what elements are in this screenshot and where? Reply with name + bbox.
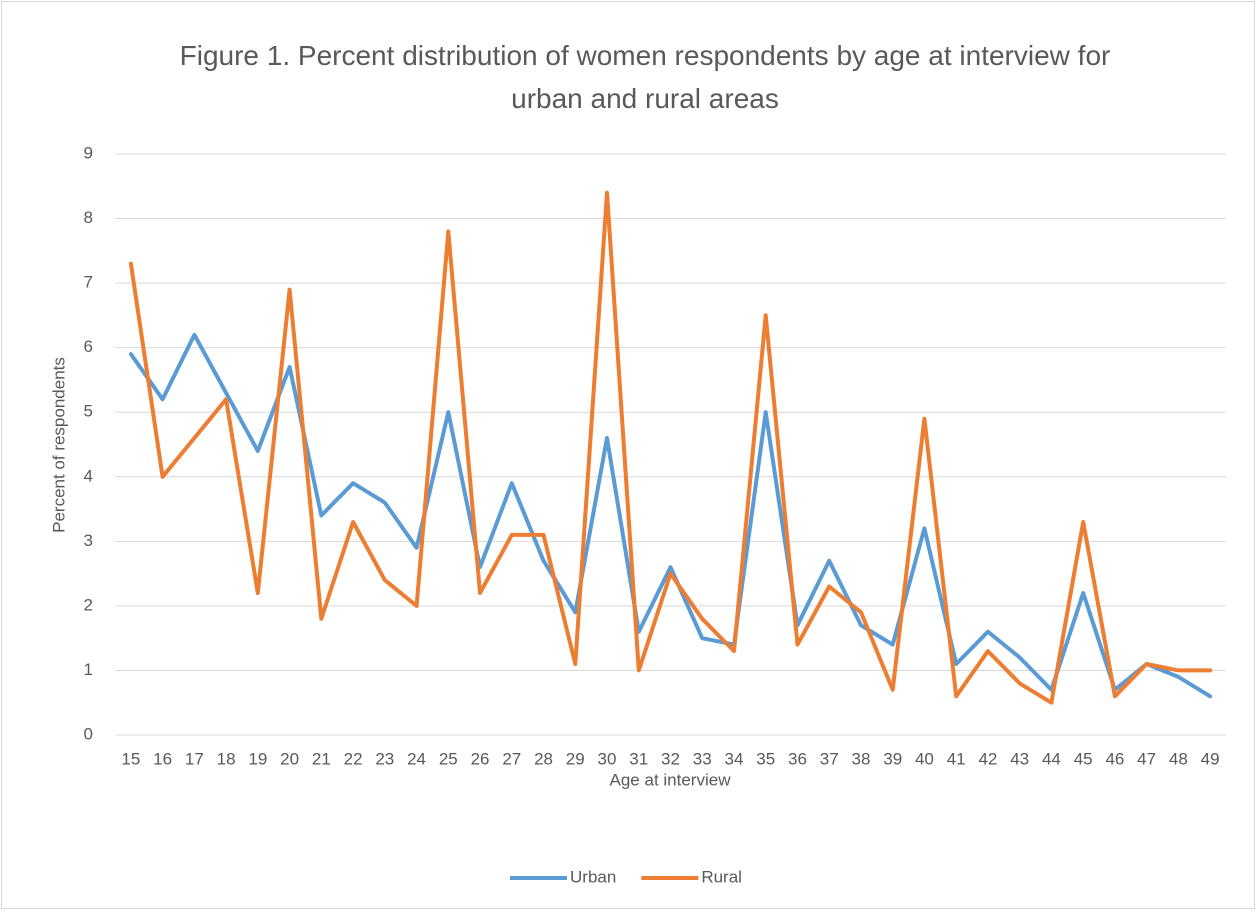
y-tick-label: 2 xyxy=(84,595,93,614)
data-line xyxy=(128,190,1213,705)
y-tick-label: 4 xyxy=(84,466,93,485)
x-tick-label: 38 xyxy=(851,749,870,768)
y-tick-label: 1 xyxy=(84,660,93,679)
x-tick-label: 26 xyxy=(471,749,490,768)
chart-title: Figure 1. Percent distribution of women … xyxy=(179,40,1111,114)
x-tick-label: 44 xyxy=(1042,749,1061,768)
legend-label: Rural xyxy=(701,867,742,886)
legend-label: Urban xyxy=(570,867,616,886)
x-tick-label: 23 xyxy=(375,749,394,768)
x-tick-label: 32 xyxy=(661,749,680,768)
x-tick-label: 17 xyxy=(185,749,204,768)
y-tick-label: 5 xyxy=(84,402,93,421)
x-tick-label: 31 xyxy=(629,749,648,768)
x-tick-label: 37 xyxy=(820,749,839,768)
x-tick-label: 33 xyxy=(693,749,712,768)
x-tick-label: 49 xyxy=(1201,749,1220,768)
x-tick-label: 41 xyxy=(947,749,966,768)
x-tick-label: 45 xyxy=(1074,749,1093,768)
x-tick-label: 27 xyxy=(502,749,521,768)
x-tick-label: 21 xyxy=(312,749,331,768)
x-tick-label: 24 xyxy=(407,749,426,768)
x-tick-label: 46 xyxy=(1105,749,1124,768)
x-tick-label: 35 xyxy=(756,749,775,768)
y-tick-label: 8 xyxy=(84,208,93,227)
x-tick-label: 34 xyxy=(725,749,744,768)
x-tick-label: 40 xyxy=(915,749,934,768)
x-tick-label: 22 xyxy=(344,749,363,768)
x-tick-label: 42 xyxy=(978,749,997,768)
y-axis-label: Percent of respondents xyxy=(49,357,68,533)
y-tick-label: 7 xyxy=(84,273,93,292)
x-tick-label: 39 xyxy=(883,749,902,768)
x-tick-label: 16 xyxy=(153,749,172,768)
y-tick-label: 9 xyxy=(84,143,93,162)
x-tick-label: 25 xyxy=(439,749,458,768)
y-tick-label: 3 xyxy=(84,531,93,550)
x-tick-label: 18 xyxy=(217,749,236,768)
data-line xyxy=(128,332,1213,699)
x-tick-label: 29 xyxy=(566,749,585,768)
x-tick-label: 30 xyxy=(598,749,617,768)
x-tick-label: 19 xyxy=(248,749,267,768)
x-tick-label: 20 xyxy=(280,749,299,768)
x-tick-label: 48 xyxy=(1169,749,1188,768)
x-tick-label: 47 xyxy=(1137,749,1156,768)
y-tick-label: 0 xyxy=(84,724,93,743)
x-tick-label: 43 xyxy=(1010,749,1029,768)
y-tick-label: 6 xyxy=(84,337,93,356)
x-tick-label: 15 xyxy=(121,749,140,768)
x-tick-label: 28 xyxy=(534,749,553,768)
x-tick-label: 36 xyxy=(788,749,807,768)
x-axis-label: Age at interview xyxy=(610,770,732,789)
